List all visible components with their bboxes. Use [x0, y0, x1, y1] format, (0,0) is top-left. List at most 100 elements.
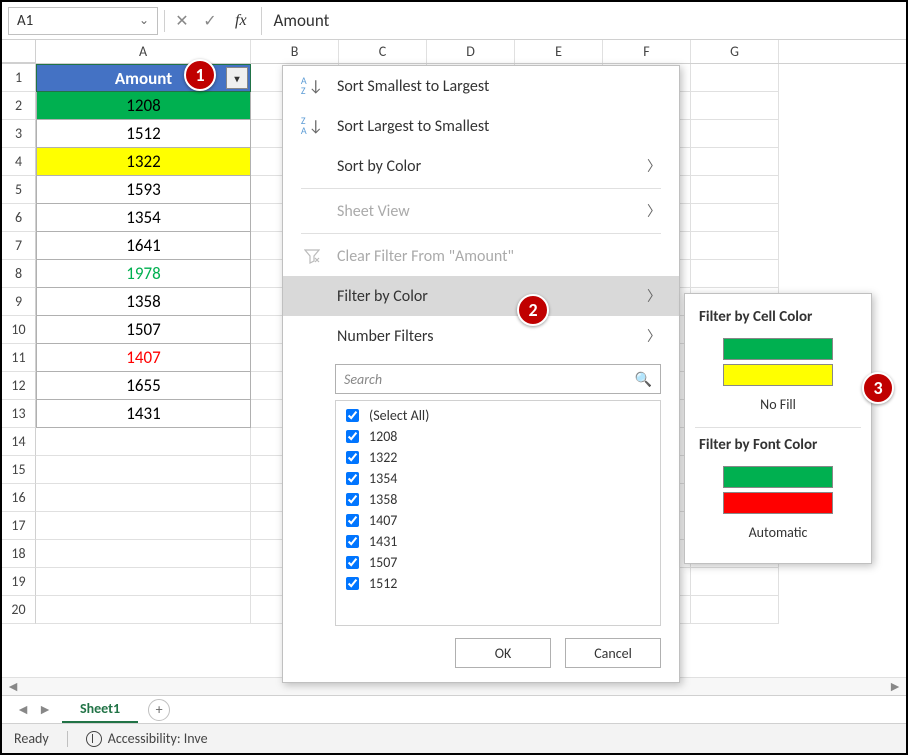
- data-cell[interactable]: 1978: [36, 260, 251, 288]
- column-header-B[interactable]: B: [251, 40, 339, 63]
- row-number[interactable]: 7: [2, 232, 36, 260]
- checkbox[interactable]: [346, 472, 359, 485]
- row-number[interactable]: 11: [2, 344, 36, 372]
- add-sheet-button[interactable]: +: [148, 699, 170, 721]
- checkbox[interactable]: [346, 409, 359, 422]
- checkbox[interactable]: [346, 451, 359, 464]
- scroll-right-icon[interactable]: ►: [884, 678, 906, 695]
- row-number[interactable]: 2: [2, 92, 36, 120]
- check-item[interactable]: 1507: [344, 552, 652, 573]
- data-cell[interactable]: 1431: [36, 400, 251, 428]
- cell[interactable]: [691, 176, 779, 204]
- row-number[interactable]: 10: [2, 316, 36, 344]
- checkbox[interactable]: [346, 514, 359, 527]
- filter-search-input[interactable]: Search 🔍: [335, 364, 661, 394]
- cell[interactable]: [36, 456, 251, 484]
- tab-next-icon[interactable]: ►: [34, 701, 56, 718]
- name-box[interactable]: A1 ⌄: [8, 7, 158, 35]
- cell[interactable]: [691, 596, 779, 624]
- cell-color-swatch[interactable]: [723, 338, 833, 360]
- menu-number-filters[interactable]: Number Filters 〉: [283, 316, 679, 356]
- check-item[interactable]: 1512: [344, 573, 652, 594]
- header-cell-amount[interactable]: Amount▾: [36, 64, 251, 92]
- menu-sort-color[interactable]: Sort by Color 〉: [283, 146, 679, 186]
- formula-input[interactable]: Amount: [261, 7, 900, 35]
- submenu-automatic[interactable]: Automatic: [685, 518, 871, 551]
- row-number[interactable]: 15: [2, 456, 36, 484]
- font-color-swatch[interactable]: [723, 466, 833, 488]
- checkbox[interactable]: [346, 556, 359, 569]
- row-number[interactable]: 14: [2, 428, 36, 456]
- cell[interactable]: [691, 120, 779, 148]
- checkbox[interactable]: [346, 430, 359, 443]
- row-number[interactable]: 4: [2, 148, 36, 176]
- font-color-swatch[interactable]: [723, 492, 833, 514]
- row-number[interactable]: 3: [2, 120, 36, 148]
- row-number[interactable]: 8: [2, 260, 36, 288]
- cell[interactable]: [691, 64, 779, 92]
- row-number[interactable]: 18: [2, 540, 36, 568]
- cell-color-swatch[interactable]: [723, 364, 833, 386]
- menu-sort-desc[interactable]: ZA↓ Sort Largest to Smallest: [283, 106, 679, 146]
- data-cell[interactable]: 1358: [36, 288, 251, 316]
- scroll-left-icon[interactable]: ◄: [2, 678, 24, 695]
- filter-dropdown-button[interactable]: ▾: [226, 67, 248, 89]
- cancel-button[interactable]: Cancel: [565, 638, 661, 668]
- row-number[interactable]: 5: [2, 176, 36, 204]
- cancel-formula-icon[interactable]: ✕: [171, 11, 193, 31]
- checkbox[interactable]: [346, 577, 359, 590]
- check-item[interactable]: 1358: [344, 489, 652, 510]
- select-all-corner[interactable]: [2, 40, 36, 63]
- data-cell[interactable]: 1641: [36, 232, 251, 260]
- tab-prev-icon[interactable]: ◄: [12, 701, 34, 718]
- column-header-E[interactable]: E: [515, 40, 603, 63]
- cell[interactable]: [691, 92, 779, 120]
- checkbox[interactable]: [346, 535, 359, 548]
- column-header-F[interactable]: F: [603, 40, 691, 63]
- column-header-A[interactable]: A: [36, 40, 251, 63]
- column-header-G[interactable]: G: [691, 40, 779, 63]
- data-cell[interactable]: 1354: [36, 204, 251, 232]
- cell[interactable]: [36, 484, 251, 512]
- menu-sort-asc[interactable]: AZ↓ Sort Smallest to Largest: [283, 66, 679, 106]
- cell[interactable]: [36, 428, 251, 456]
- row-number[interactable]: 17: [2, 512, 36, 540]
- fx-label[interactable]: fx: [227, 12, 255, 30]
- check-item[interactable]: 1354: [344, 468, 652, 489]
- ok-button[interactable]: OK: [455, 638, 551, 668]
- cell[interactable]: [36, 512, 251, 540]
- checkbox[interactable]: [346, 493, 359, 506]
- row-number[interactable]: 16: [2, 484, 36, 512]
- cell[interactable]: [691, 148, 779, 176]
- data-cell[interactable]: 1407: [36, 344, 251, 372]
- check-item[interactable]: 1431: [344, 531, 652, 552]
- check-item-select-all[interactable]: (Select All): [344, 405, 652, 426]
- cell[interactable]: [36, 540, 251, 568]
- row-number[interactable]: 19: [2, 568, 36, 596]
- row-number[interactable]: 6: [2, 204, 36, 232]
- data-cell[interactable]: 1593: [36, 176, 251, 204]
- cell[interactable]: [36, 596, 251, 624]
- accept-formula-icon[interactable]: ✓: [199, 11, 221, 31]
- check-item[interactable]: 1208: [344, 426, 652, 447]
- row-number[interactable]: 1: [2, 64, 36, 92]
- data-cell[interactable]: 1512: [36, 120, 251, 148]
- row-number[interactable]: 9: [2, 288, 36, 316]
- submenu-no-fill[interactable]: No Fill: [685, 390, 871, 423]
- cell[interactable]: [691, 232, 779, 260]
- row-number[interactable]: 13: [2, 400, 36, 428]
- menu-filter-color[interactable]: Filter by Color 〉: [283, 276, 679, 316]
- row-number[interactable]: 12: [2, 372, 36, 400]
- check-item[interactable]: 1322: [344, 447, 652, 468]
- data-cell[interactable]: 1507: [36, 316, 251, 344]
- cell[interactable]: [36, 568, 251, 596]
- column-header-D[interactable]: D: [427, 40, 515, 63]
- cell[interactable]: [691, 204, 779, 232]
- sheet-tab-active[interactable]: Sheet1: [62, 696, 138, 724]
- data-cell[interactable]: 1655: [36, 372, 251, 400]
- cell[interactable]: [691, 260, 779, 288]
- data-cell[interactable]: 1208: [36, 92, 251, 120]
- data-cell[interactable]: 1322: [36, 148, 251, 176]
- filter-checklist[interactable]: (Select All)1208132213541358140714311507…: [335, 400, 661, 626]
- column-header-C[interactable]: C: [339, 40, 427, 63]
